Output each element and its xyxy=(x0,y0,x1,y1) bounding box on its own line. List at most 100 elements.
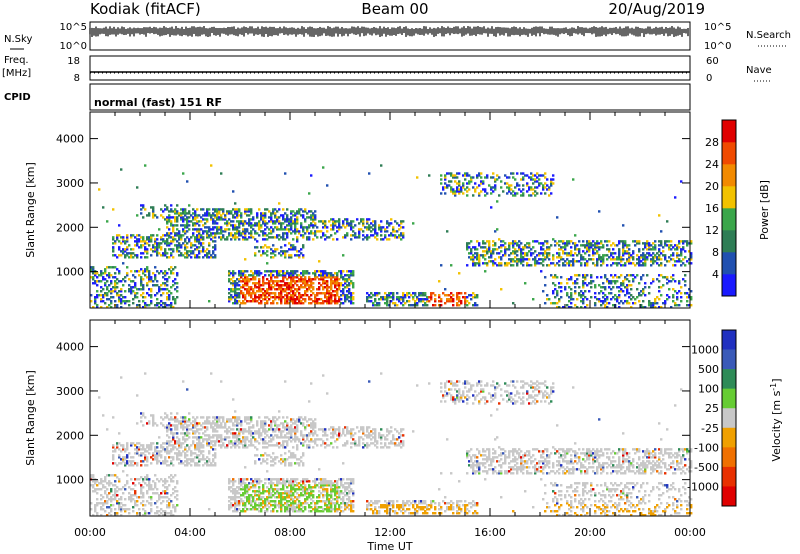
velocity-cell xyxy=(154,484,157,487)
power-cell xyxy=(302,254,305,257)
power-cell xyxy=(526,174,529,177)
power-cell xyxy=(676,244,679,247)
velocity-cell xyxy=(114,498,117,501)
power-cell xyxy=(528,242,531,245)
velocity-cell xyxy=(158,454,161,457)
power-cell xyxy=(326,226,329,229)
power-cell xyxy=(344,294,347,297)
velocity-cell xyxy=(190,458,193,461)
power-cell xyxy=(648,254,651,257)
power-cell xyxy=(258,228,261,231)
power-cell xyxy=(302,298,305,301)
power-cell xyxy=(520,178,523,181)
power-cell xyxy=(260,272,263,275)
power-cell xyxy=(516,192,519,195)
power-cell xyxy=(632,256,635,259)
power-cell xyxy=(118,234,121,237)
power-cell xyxy=(482,256,485,259)
power-cell xyxy=(184,248,187,251)
power-cell xyxy=(184,224,187,227)
velocity-cell xyxy=(156,500,159,503)
power-cell xyxy=(610,288,613,291)
power-cell xyxy=(116,234,119,237)
power-cell xyxy=(308,210,311,213)
power-cell xyxy=(524,252,527,255)
power-cell xyxy=(352,230,355,233)
power-cell xyxy=(182,208,185,211)
power-cell xyxy=(250,234,253,237)
power-cell xyxy=(150,238,153,241)
power-cell xyxy=(508,244,511,247)
power-cell xyxy=(618,262,621,265)
power-cell xyxy=(556,306,559,309)
power-cell xyxy=(658,244,661,247)
power-cell xyxy=(290,210,293,213)
power-cell xyxy=(590,282,593,285)
velocity-cell xyxy=(128,464,131,467)
power-cell xyxy=(642,288,645,291)
velocity-cell xyxy=(222,444,225,447)
power-cell xyxy=(450,186,453,189)
power-cell xyxy=(604,304,607,307)
velocity-cell xyxy=(208,436,211,439)
velocity-cell xyxy=(198,448,201,451)
power-cell xyxy=(342,222,345,225)
power-cell xyxy=(292,292,295,295)
power-cell xyxy=(150,248,153,251)
power-cell xyxy=(294,222,297,225)
power-cell xyxy=(594,302,597,305)
power-cell xyxy=(494,184,497,187)
velocity-cell xyxy=(176,452,179,455)
velocity-cell xyxy=(166,460,169,463)
power-cell xyxy=(104,278,107,281)
power-cell xyxy=(290,284,293,287)
power-cell xyxy=(644,258,647,261)
velocity-cell xyxy=(90,476,93,479)
velocity-cell xyxy=(198,436,201,439)
power-cell xyxy=(682,240,685,243)
power-cell xyxy=(184,230,187,233)
velocity-cell xyxy=(188,458,191,461)
power-cell xyxy=(338,220,341,223)
velocity-cell xyxy=(178,462,181,465)
power-cell xyxy=(216,210,219,213)
power-cell xyxy=(130,248,133,251)
power-cell xyxy=(126,234,129,237)
velocity-cell xyxy=(196,416,199,419)
power-cell xyxy=(232,220,235,223)
velocity-cell xyxy=(196,436,199,439)
velocity-cell xyxy=(142,446,145,449)
power-cell xyxy=(556,216,559,219)
power-cell xyxy=(538,242,541,245)
power-cell xyxy=(302,282,305,285)
power-cell xyxy=(448,172,451,175)
velocity-cell xyxy=(192,426,195,429)
power-cell xyxy=(380,230,383,233)
power-cell xyxy=(408,296,411,299)
power-cell xyxy=(290,228,293,231)
power-cell xyxy=(468,182,471,185)
power-cell xyxy=(624,252,627,255)
power-cell xyxy=(122,250,125,253)
power-cell xyxy=(234,236,237,239)
power-cell xyxy=(256,296,259,299)
power-cell xyxy=(606,278,609,281)
power-cell xyxy=(512,246,515,249)
power-cell xyxy=(130,286,133,289)
power-cell xyxy=(210,254,213,257)
velocity-cell xyxy=(140,454,143,457)
velocity-cell xyxy=(186,426,189,429)
power-cell xyxy=(642,256,645,259)
power-cell xyxy=(450,190,453,193)
power-cell xyxy=(576,260,579,263)
power-cell xyxy=(264,282,267,285)
power-cell xyxy=(110,302,113,305)
power-cell xyxy=(142,206,145,209)
power-cell xyxy=(508,242,511,245)
power-cell xyxy=(424,292,427,295)
power-cell xyxy=(136,288,139,291)
power-cell xyxy=(266,296,269,299)
power-cell xyxy=(374,300,377,303)
velocity-cell xyxy=(144,450,147,453)
velocity-cell xyxy=(170,430,173,433)
